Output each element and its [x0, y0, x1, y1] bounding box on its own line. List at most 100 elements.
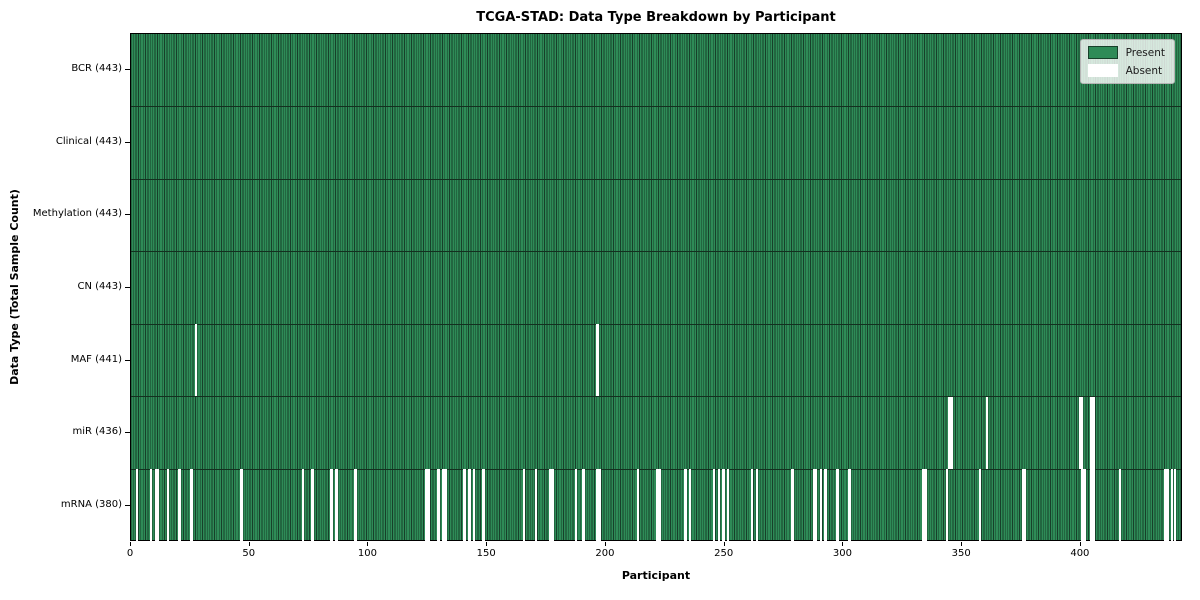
absent-cell-mRNA-290 — [819, 469, 823, 542]
row-label-Clinical: Clinical (443) — [55, 135, 122, 147]
y-tick-mark — [125, 287, 130, 288]
absent-cell-mRNA-148 — [482, 469, 485, 542]
absent-cell-miR-400 — [1080, 396, 1084, 470]
absent-cell-mRNA-405 — [1092, 469, 1096, 542]
absent-cell-mRNA-288 — [814, 469, 818, 542]
absent-cell-mRNA-196 — [596, 469, 599, 542]
absent-cell-mRNA-333 — [921, 469, 925, 542]
absent-cell-mRNA-20 — [178, 469, 181, 542]
x-tick-label-300: 300 — [832, 548, 852, 559]
legend-swatch-present — [1087, 46, 1118, 59]
absent-cell-mRNA-197 — [598, 469, 602, 542]
y-tick-mark — [125, 432, 130, 434]
absent-cell-miR-360 — [985, 396, 989, 470]
absent-cell-mRNA-221 — [655, 469, 659, 542]
legend: Present Absent — [1079, 39, 1175, 84]
absent-cell-mRNA-8 — [149, 469, 153, 542]
row-label-CN: CN (443) — [77, 281, 122, 292]
x-tick-label-50: 50 — [242, 548, 256, 559]
absent-cell-mRNA-261 — [750, 469, 754, 542]
absent-cell-mRNA-165 — [522, 469, 526, 542]
absent-cell-mRNA-2 — [135, 469, 139, 542]
absent-cell-mRNA-176 — [548, 469, 552, 542]
absent-cell-MAF-27 — [195, 324, 198, 397]
row-label-BCR: BCR (443) — [71, 63, 122, 75]
absent-cell-miR-344 — [947, 396, 951, 470]
absent-cell-mRNA-400 — [1080, 469, 1084, 542]
absent-cell-mRNA-76 — [311, 469, 314, 542]
absent-cell-mRNA-247 — [717, 469, 720, 542]
absent-cell-mRNA-438 — [1171, 469, 1174, 542]
absent-cell-mRNA-222 — [658, 469, 661, 542]
absent-cell-mRNA-25 — [190, 469, 193, 542]
row-separator — [131, 178, 1181, 180]
absent-cell-mRNA-245 — [712, 469, 716, 542]
x-tick-mark — [367, 542, 369, 546]
absent-cell-mRNA-302 — [848, 469, 851, 542]
absent-cell-mRNA-233 — [684, 469, 687, 542]
row-label-mRNA: mRNA (380) — [60, 498, 122, 510]
chart-title: TCGA-STAD: Data Type Breakdown by Partic… — [476, 10, 836, 25]
row-separator — [131, 396, 1181, 398]
absent-cell-mRNA-15 — [166, 469, 169, 542]
absent-cell-mRNA-131 — [442, 469, 445, 542]
x-tick-label-0: 0 — [126, 548, 134, 559]
x-tick-mark — [130, 542, 131, 546]
absent-cell-mRNA-292 — [824, 469, 827, 542]
absent-cell-mRNA-251 — [727, 469, 730, 542]
x-tick-mark — [1079, 542, 1081, 546]
x-tick-mark — [486, 542, 488, 546]
absent-cell-mRNA-343 — [945, 469, 948, 542]
absent-cell-mRNA-11 — [157, 469, 160, 542]
absent-cell-mRNA-140 — [463, 469, 466, 542]
x-tick-mark — [248, 542, 250, 546]
absent-cell-mRNA-84 — [330, 469, 333, 542]
x-tick-label-400: 400 — [1070, 548, 1090, 559]
x-tick-label-350: 350 — [951, 548, 971, 559]
absent-cell-mRNA-46 — [240, 469, 243, 542]
absent-cell-mRNA-249 — [722, 469, 725, 542]
legend-label-present: Present — [1125, 46, 1165, 59]
legend-label-absent: Absent — [1125, 64, 1163, 77]
absent-cell-mRNA-357 — [978, 469, 982, 542]
absent-cell-mRNA-132 — [444, 469, 447, 542]
absent-cell-mRNA-144 — [472, 469, 476, 542]
absent-cell-mRNA-10 — [154, 469, 158, 542]
plot-area: Present Absent — [130, 33, 1182, 542]
absent-cell-mRNA-86 — [335, 469, 338, 542]
absent-cell-mRNA-278 — [791, 469, 794, 542]
absent-cell-mRNA-263 — [755, 469, 758, 542]
row-separator — [131, 106, 1181, 108]
y-tick-mark — [125, 69, 130, 71]
absent-cell-miR-405 — [1092, 396, 1096, 470]
row-separator — [131, 323, 1181, 325]
absent-cell-mRNA-72 — [301, 469, 305, 542]
absent-cell-mRNA-436 — [1166, 469, 1169, 542]
x-tick-label-200: 200 — [595, 548, 615, 559]
absent-cell-mRNA-235 — [689, 469, 692, 542]
absent-cell-mRNA-125 — [427, 469, 431, 542]
absent-cell-mRNA-287 — [812, 469, 815, 542]
absent-cell-mRNA-435 — [1164, 469, 1167, 542]
absent-cell-mRNA-404 — [1090, 469, 1093, 542]
absent-cell-miR-345 — [950, 396, 953, 470]
absent-cell-mRNA-170 — [534, 469, 538, 542]
row-separator — [131, 251, 1181, 253]
absent-cell-mRNA-439 — [1173, 469, 1176, 542]
row-label-miR: miR (436) — [72, 426, 122, 438]
y-tick-mark — [125, 214, 130, 216]
legend-entry-present: Present — [1087, 46, 1165, 59]
x-tick-label-250: 250 — [714, 548, 734, 559]
x-tick-mark — [604, 542, 606, 546]
x-tick-label-150: 150 — [476, 548, 496, 559]
absent-cell-mRNA-94 — [354, 469, 357, 542]
absent-cell-mRNA-190 — [582, 469, 585, 542]
absent-cell-miR-399 — [1078, 396, 1081, 470]
x-tick-label-100: 100 — [357, 548, 378, 559]
absent-cell-mRNA-416 — [1118, 469, 1122, 542]
absent-cell-mRNA-177 — [551, 469, 554, 542]
absent-cell-mRNA-142 — [468, 469, 471, 542]
absent-cell-mRNA-375 — [1021, 469, 1024, 542]
absent-cell-mRNA-213 — [636, 469, 640, 542]
